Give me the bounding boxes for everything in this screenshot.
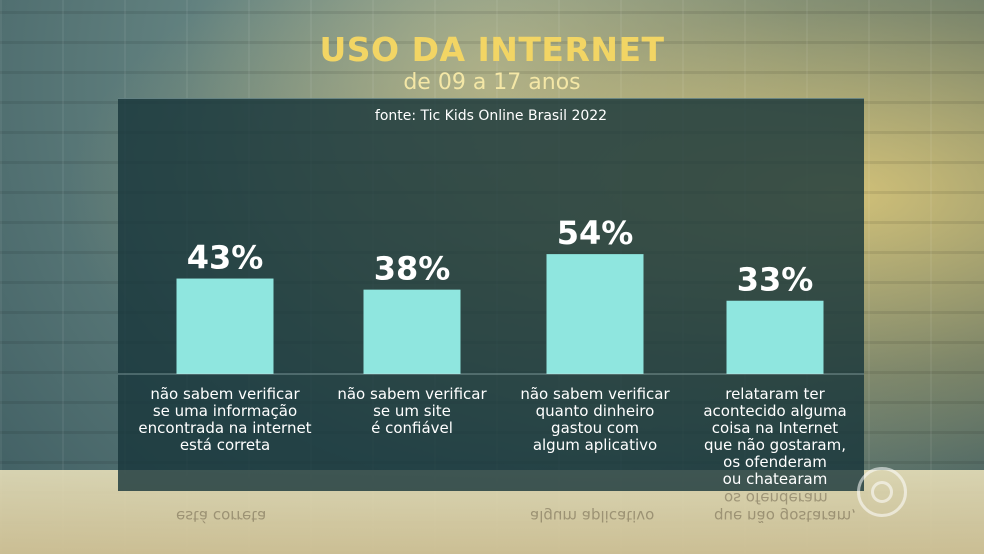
bar (176, 278, 274, 374)
bar (546, 254, 644, 374)
category-label: não sabem verificar se um site é confiáv… (337, 385, 487, 437)
bar-value-label: 43% (187, 239, 264, 277)
chart-subtitle: de 09 a 17 anos (403, 70, 581, 95)
bar-value-label: 33% (737, 261, 814, 299)
chart-title: USO DA INTERNET (319, 30, 665, 69)
bar-value-label: 54% (557, 214, 634, 252)
bar-value-label: 38% (374, 250, 451, 288)
category-label: não sabem verificar se uma informação en… (138, 385, 312, 454)
bar (363, 289, 461, 374)
chart-source: fonte: Tic Kids Online Brasil 2022 (374, 108, 608, 124)
broadcaster-logo (857, 467, 907, 517)
bar (726, 300, 824, 374)
category-label: não sabem verificar quanto dinheiro gast… (520, 385, 670, 454)
category-label: relataram ter acontecido alguma coisa na… (703, 385, 847, 488)
